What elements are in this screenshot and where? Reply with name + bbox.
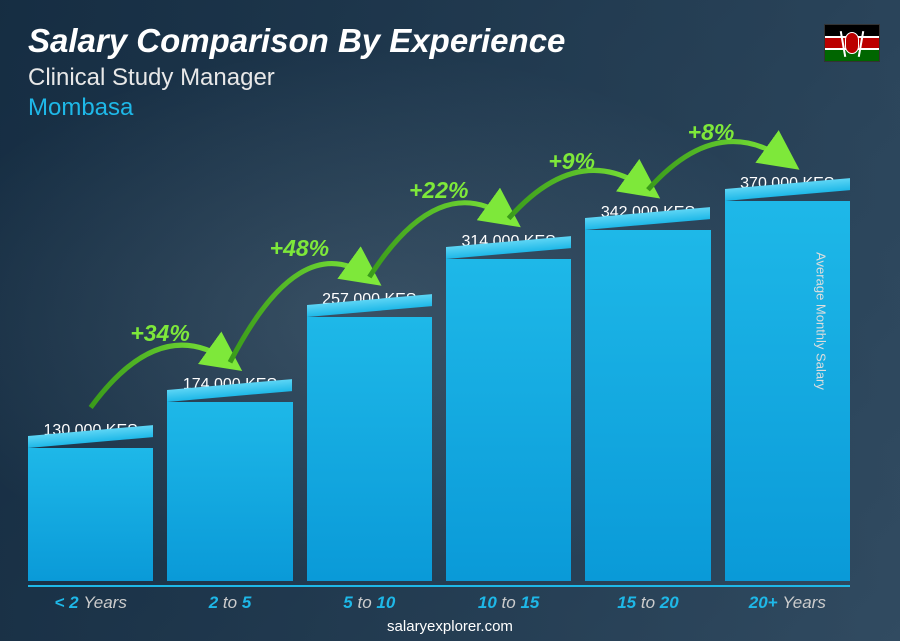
x-axis-label: 10 to 15 — [446, 593, 571, 613]
bar-group: 370,000 KES — [725, 175, 850, 581]
increase-label: +9% — [548, 148, 595, 175]
chart-location: Mombasa — [28, 94, 872, 122]
bar-chart: 130,000 KES174,000 KES257,000 KES314,000… — [28, 121, 850, 581]
bar-group: 342,000 KES — [585, 204, 710, 581]
bar — [307, 317, 432, 581]
increase-label: +22% — [409, 177, 468, 204]
bar — [28, 448, 153, 582]
chart-title: Salary Comparison By Experience — [28, 22, 872, 60]
increase-label: +48% — [270, 235, 329, 262]
bar — [446, 259, 571, 581]
bar — [585, 230, 710, 581]
chart-subtitle: Clinical Study Manager — [28, 64, 872, 92]
x-axis-label: 20+ Years — [725, 593, 850, 613]
bar-group: 257,000 KES — [307, 291, 432, 581]
x-axis-label: < 2 Years — [28, 593, 153, 613]
bar-group: 174,000 KES — [167, 376, 292, 581]
y-axis-label: Average Monthly Salary — [814, 252, 829, 390]
bar-group: 314,000 KES — [446, 233, 571, 581]
kenya-flag-icon — [824, 24, 880, 62]
footer-site: salaryexplorer.com — [0, 618, 900, 635]
x-axis-label: 5 to 10 — [307, 593, 432, 613]
bar — [725, 201, 850, 581]
x-axis-label: 15 to 20 — [585, 593, 710, 613]
increase-label: +8% — [688, 119, 735, 146]
bar — [167, 402, 292, 581]
x-axis: < 2 Years 2 to 5 5 to 10 10 to 15 15 to 20 20… — [28, 585, 850, 613]
bar-group: 130,000 KES — [28, 422, 153, 582]
x-axis-label: 2 to 5 — [167, 593, 292, 613]
increase-label: +34% — [130, 320, 189, 347]
